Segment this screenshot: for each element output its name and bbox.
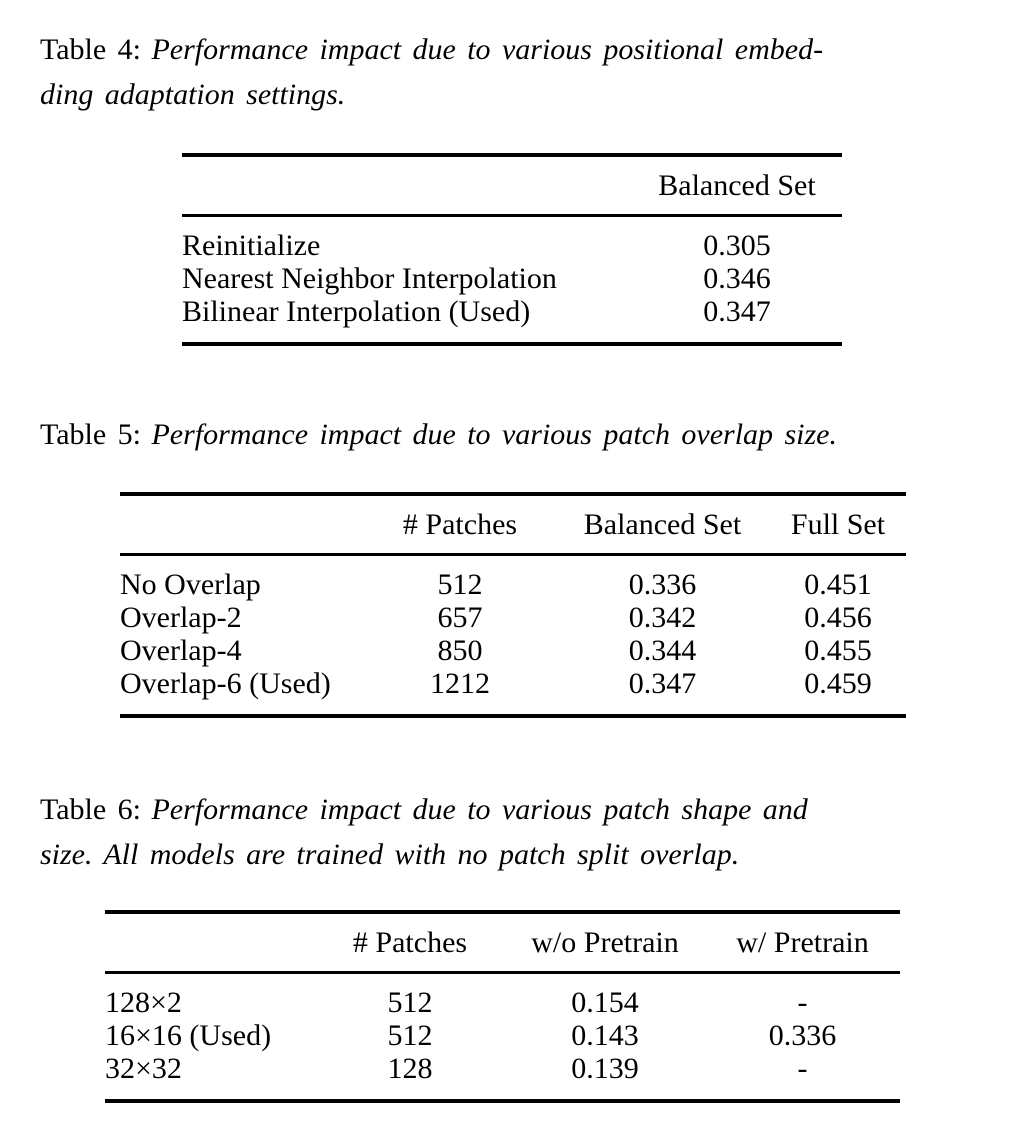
cell-num-patches: 512 xyxy=(437,568,483,601)
row-label: Reinitialize xyxy=(182,229,321,262)
row-label: Bilinear Interpolation (Used) xyxy=(182,295,531,328)
row-label: No Overlap xyxy=(120,568,261,601)
table6-caption: Table 6: Performance impact due to variou… xyxy=(40,787,982,877)
table5-caption: Table 5: Performance impact due to variou… xyxy=(40,412,982,457)
table4-header-empty xyxy=(182,155,632,217)
table-row: Overlap-6 (Used) 1212 0.347 0.459 xyxy=(120,667,906,716)
row-label: Overlap-2 xyxy=(120,601,242,634)
table4-header-row: Balanced Set xyxy=(182,155,842,217)
table4-header-balanced-set: Balanced Set xyxy=(632,155,842,217)
table6-header-num-patches: # Patches xyxy=(315,912,505,974)
table-row: Bilinear Interpolation (Used) 0.347 xyxy=(182,295,842,344)
cell-balanced-set: 0.336 xyxy=(628,568,697,601)
cell-full-set: 0.456 xyxy=(804,601,872,634)
cell-num-patches: 128 xyxy=(387,1052,433,1085)
table6-header-wo-pretrain: w/o Pretrain xyxy=(505,912,705,974)
table6-header-row: # Patches w/o Pretrain w/ Pretrain xyxy=(105,912,900,974)
cell-num-patches: 512 xyxy=(387,986,433,1019)
table5-header-num-patches: # Patches xyxy=(365,494,555,556)
cell-balanced-set: 0.344 xyxy=(628,634,697,667)
table6-header-w-pretrain: w/ Pretrain xyxy=(705,912,900,974)
row-label: Overlap-6 (Used) xyxy=(120,667,331,700)
cell-w-pretrain: 0.336 xyxy=(768,1019,837,1052)
row-label: Overlap-4 xyxy=(120,634,242,667)
table-row: Nearest Neighbor Interpolation 0.346 xyxy=(182,262,842,295)
row-label: 32×32 xyxy=(105,1052,182,1085)
cell-num-patches: 657 xyxy=(437,601,483,634)
table4-caption-text: Performance impact due to various positi… xyxy=(40,33,824,111)
row-label: 128×2 xyxy=(105,986,182,1019)
cell-balanced-set: 0.342 xyxy=(628,601,697,634)
cell-wo-pretrain: 0.143 xyxy=(571,1019,639,1052)
table4-caption-label: Table 4: xyxy=(40,33,141,66)
table5-header-row: # Patches Balanced Set Full Set xyxy=(120,494,906,556)
table5: # Patches Balanced Set Full Set No Overl… xyxy=(120,492,906,718)
cell-wo-pretrain: 0.154 xyxy=(571,986,639,1019)
table-row: 32×32 128 0.139 - xyxy=(105,1052,900,1101)
cell-full-set: 0.459 xyxy=(804,667,872,700)
row-label: Nearest Neighbor Interpolation xyxy=(182,262,557,295)
table5-header-balanced-set: Balanced Set xyxy=(555,494,770,556)
cell-w-pretrain: - xyxy=(797,986,808,1019)
table-row: Overlap-2 657 0.342 0.456 xyxy=(120,601,906,634)
cell-full-set: 0.451 xyxy=(804,568,872,601)
table-row: 128×2 512 0.154 - xyxy=(105,973,900,1020)
cell-balanced-set: 0.347 xyxy=(703,295,771,328)
table5-header-full-set: Full Set xyxy=(770,494,906,556)
table6: # Patches w/o Pretrain w/ Pretrain 128×2… xyxy=(105,910,900,1103)
table6-caption-label: Table 6: xyxy=(40,793,141,826)
cell-full-set: 0.455 xyxy=(804,634,872,667)
cell-num-patches: 1212 xyxy=(430,667,490,700)
table-row: Reinitialize 0.305 xyxy=(182,216,842,263)
table4: Balanced Set Reinitialize 0.305 Nearest … xyxy=(182,153,842,346)
cell-balanced-set: 0.347 xyxy=(628,667,697,700)
table-row: Overlap-4 850 0.344 0.455 xyxy=(120,634,906,667)
cell-balanced-set: 0.305 xyxy=(703,229,771,262)
table-row: No Overlap 512 0.336 0.451 xyxy=(120,555,906,602)
table5-caption-label: Table 5: xyxy=(40,418,141,451)
table6-caption-text: Performance impact due to various patch … xyxy=(40,793,808,871)
cell-w-pretrain: - xyxy=(797,1052,808,1085)
table5-header-empty xyxy=(120,494,365,556)
cell-num-patches: 512 xyxy=(387,1019,433,1052)
cell-balanced-set: 0.346 xyxy=(703,262,771,295)
cell-wo-pretrain: 0.139 xyxy=(571,1052,639,1085)
row-label: 16×16 (Used) xyxy=(105,1019,272,1052)
table6-header-empty xyxy=(105,912,315,974)
cell-num-patches: 850 xyxy=(437,634,483,667)
table4-caption: Table 4: Performance impact due to variou… xyxy=(40,27,982,117)
table-row: 16×16 (Used) 512 0.143 0.336 xyxy=(105,1019,900,1052)
table5-caption-text: Performance impact due to various patch … xyxy=(151,418,837,451)
